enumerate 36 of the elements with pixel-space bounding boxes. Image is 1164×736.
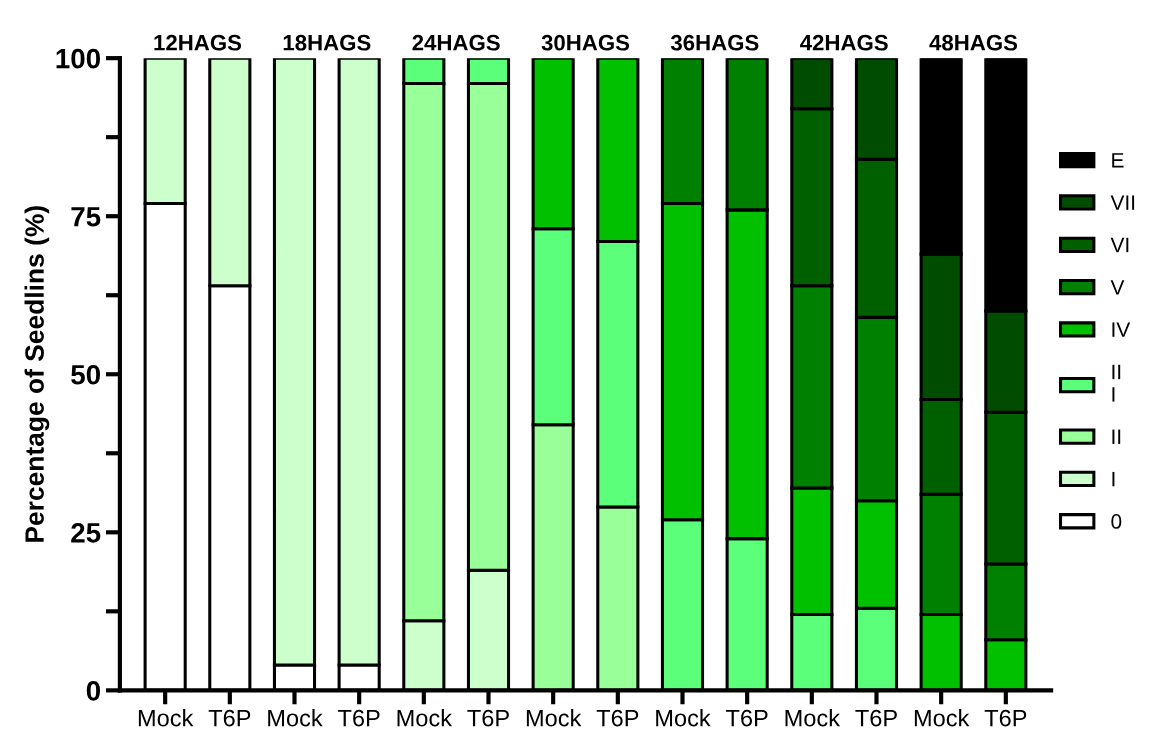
y-tick-label: 75 — [71, 207, 101, 227]
y-tick-label: 50 — [71, 364, 101, 385]
text: 18HAGS — [283, 34, 371, 51]
text: 36HAGS — [670, 34, 759, 51]
x-tick-label: T6P — [338, 709, 380, 727]
x-tick-label: T6P — [208, 709, 251, 727]
legend-label: V — [1110, 280, 1125, 295]
legend-label: II — [1112, 429, 1121, 444]
legend-label: VII — [1110, 195, 1135, 210]
legend-label: VI — [1110, 237, 1129, 253]
legend-label: E — [1112, 153, 1124, 168]
x-tick-label: T6P — [726, 709, 768, 727]
x-tick-label: T6P — [984, 709, 1027, 727]
y-tick-label: 25 — [71, 522, 101, 543]
legend-label: IV — [1112, 322, 1131, 337]
text: 48HAGS — [929, 34, 1018, 51]
x-tick-label: T6P — [855, 709, 897, 727]
x-tick-label: Mock — [526, 709, 582, 727]
text: 30HAGS — [541, 34, 630, 51]
x-tick-label: Mock — [397, 709, 453, 727]
text: 42HAGS — [800, 34, 888, 51]
x-tick-label: Mock — [656, 709, 711, 727]
x-tick-label: Mock — [138, 709, 194, 727]
y-axis-title: Percentage of Seedlins (%) — [24, 206, 50, 542]
x-tick-label: Mock — [914, 709, 970, 727]
x-tick-label: Mock — [785, 709, 841, 727]
x-tick-label: T6P — [596, 709, 639, 727]
text: 12HAGS — [154, 34, 242, 51]
legend-label: 0 — [1111, 514, 1122, 529]
legend-label: II I — [1112, 364, 1121, 402]
y-tick-label: 0 — [86, 681, 100, 701]
x-tick-label: T6P — [467, 709, 509, 727]
x-tick-label: Mock — [268, 709, 323, 727]
legend-label: I — [1112, 471, 1115, 487]
text: 24HAGS — [412, 34, 500, 51]
y-tick-label: 100 — [56, 48, 101, 69]
